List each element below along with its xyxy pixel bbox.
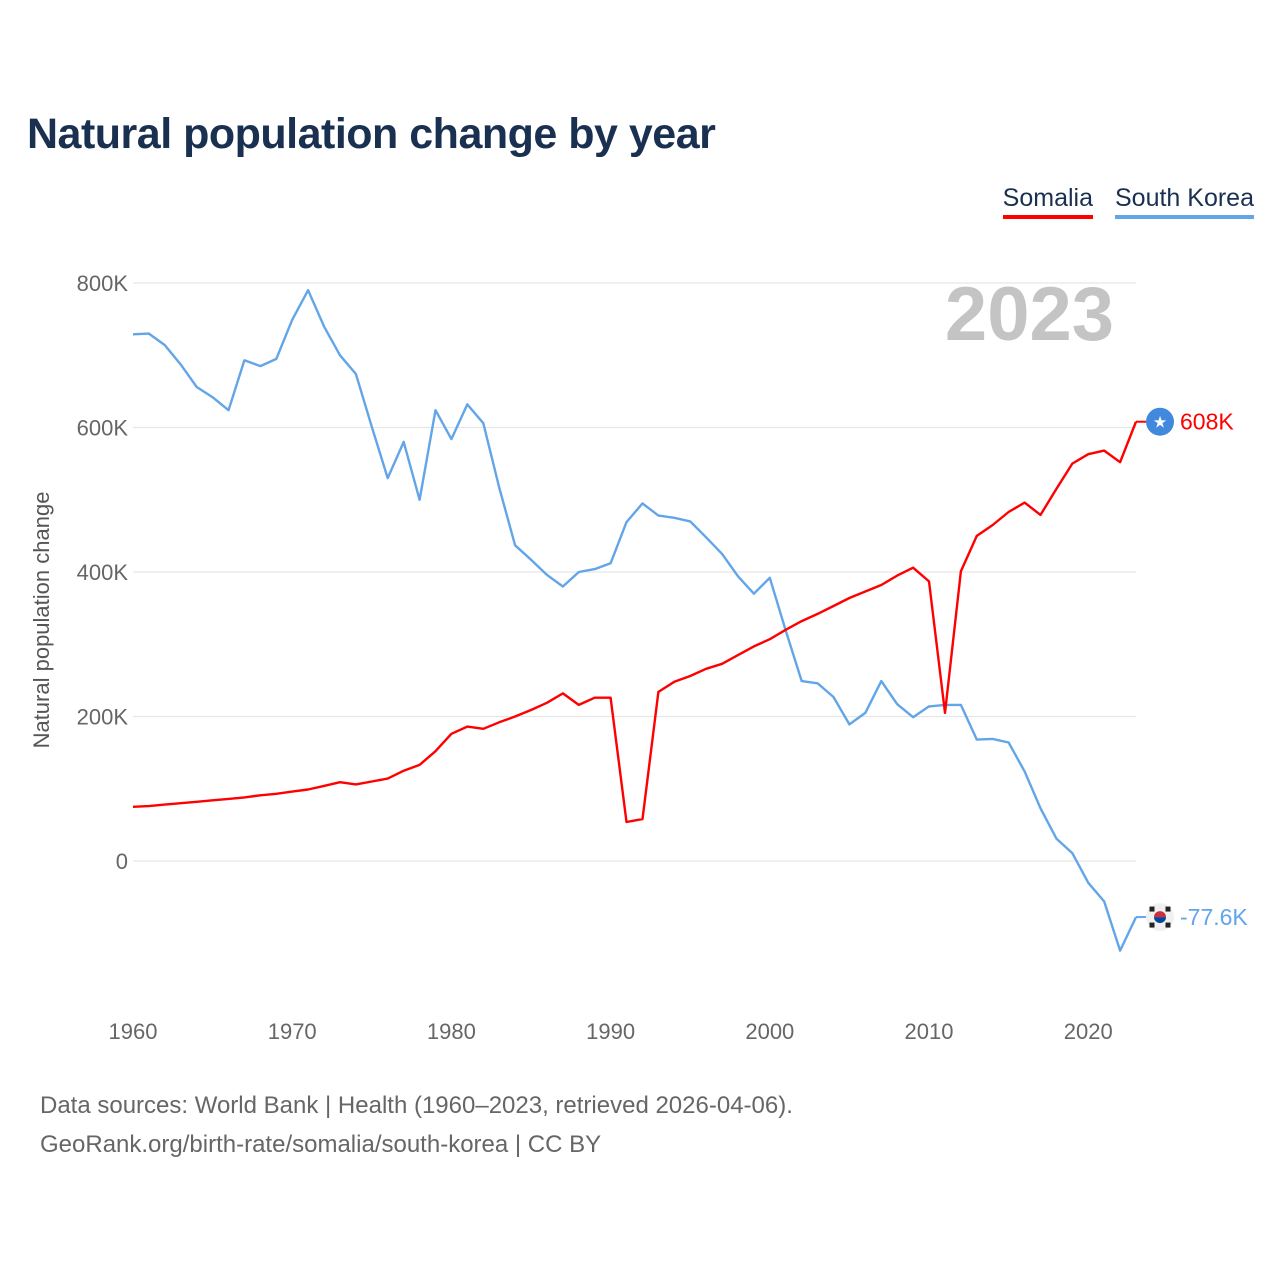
y-tick-label: 800K [77, 271, 129, 296]
y-tick-label: 400K [77, 560, 129, 585]
x-axis-ticks: 1960 1970 1980 1990 2000 2010 2020 [109, 1019, 1113, 1044]
legend-item-somalia[interactable]: Somalia [1002, 184, 1093, 219]
y-tick-label: 200K [77, 705, 129, 730]
data-source-text: Data sources: World Bank | Health (1960–… [40, 1092, 793, 1119]
series-line-somalia [132, 421, 1138, 824]
x-tick-label: 1970 [268, 1019, 317, 1044]
x-tick-label: 1980 [427, 1019, 476, 1044]
gridlines [133, 282, 1136, 862]
series-line-south-korea [132, 289, 1138, 952]
y-tick-label: 600K [77, 416, 129, 441]
x-tick-label: 1960 [109, 1019, 158, 1044]
x-tick-label: 2020 [1064, 1019, 1113, 1044]
attribution-link[interactable]: GeoRank.org/birth-rate/somalia/south-kor… [40, 1131, 602, 1158]
chart-title: Natural population change by year [27, 110, 716, 158]
y-axis-ticks: 0 200K 400K 600K 800K [77, 271, 129, 874]
legend: Somalia South Korea [1002, 184, 1254, 219]
year-label: 2023 [945, 272, 1114, 357]
x-tick-label: 2000 [745, 1019, 794, 1044]
south-korea-flag-icon [1146, 903, 1174, 932]
legend-item-south-korea[interactable]: South Korea [1115, 184, 1254, 219]
end-value-label: -77.6K [1180, 904, 1248, 930]
y-tick-label: 0 [116, 849, 128, 874]
somalia-flag-icon: ★ [1146, 407, 1174, 436]
end-labels: -77.6K ★ 608K [1136, 407, 1248, 932]
x-tick-label: 1990 [586, 1019, 635, 1044]
x-tick-label: 2010 [905, 1019, 954, 1044]
svg-text:★: ★ [1153, 415, 1167, 432]
footer: Data sources: World Bank | Health (1960–… [40, 1086, 793, 1164]
series-lines [132, 289, 1138, 952]
end-value-label: 608K [1180, 409, 1234, 435]
